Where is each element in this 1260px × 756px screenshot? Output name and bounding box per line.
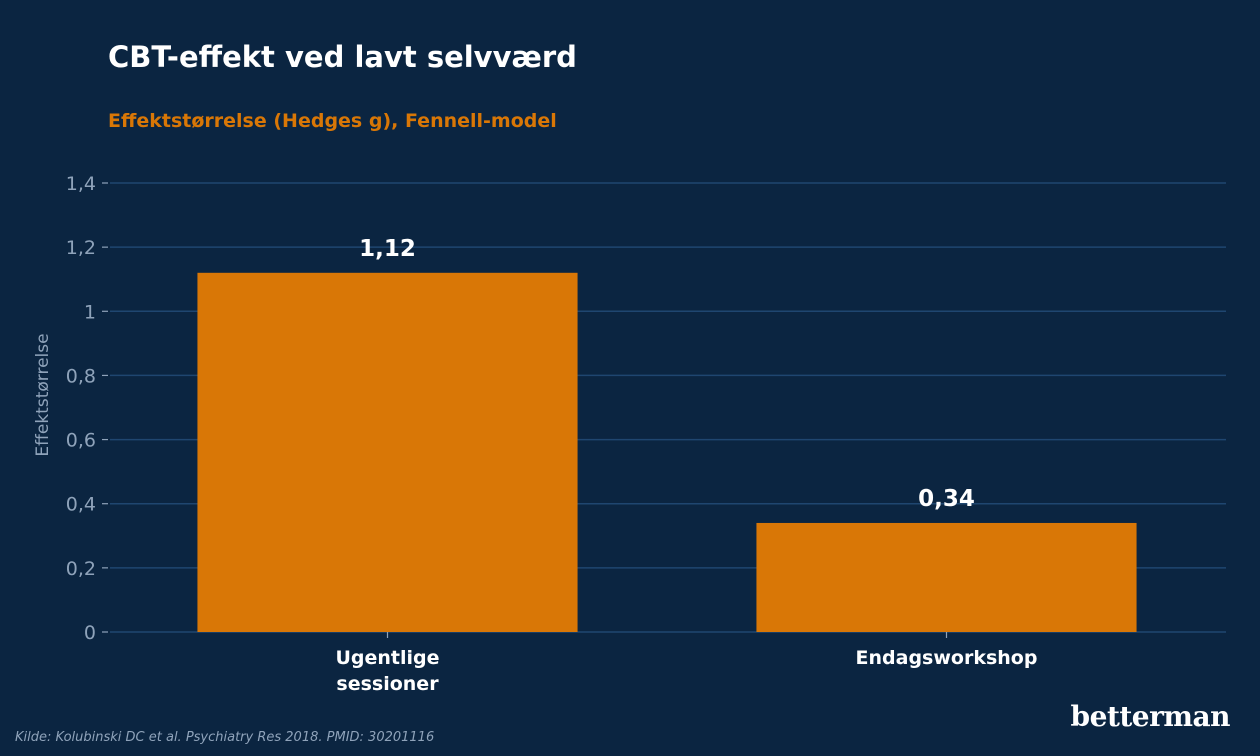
data-label: 1,12 [359, 236, 416, 262]
x-axis-ticks: Ugentlige sessioner Endagsworkshop [335, 632, 1037, 695]
bar [756, 522, 1137, 632]
data-label: 0,34 [918, 486, 975, 512]
y-axis-label: Effektstørrelse [33, 333, 53, 456]
source-citation: Kilde: Kolubinski DC et al. Psychiatry R… [15, 730, 435, 745]
y-tick-label: 0,6 [66, 430, 96, 452]
y-tick-label: 0,4 [66, 494, 96, 516]
y-tick-label: 0,2 [66, 558, 96, 580]
brand-logo: betterman [1070, 700, 1231, 733]
y-tick-label: 0 [84, 622, 96, 644]
chart-title: CBT-effekt ved lavt selvværd [108, 40, 577, 74]
data-labels: 1,12 0,34 [359, 236, 975, 512]
y-tick-label: 0,8 [66, 365, 96, 387]
chart-subtitle: Effektstørrelse (Hedges g), Fennell-mode… [108, 110, 557, 132]
bar [197, 272, 578, 632]
x-tick-label: Endagsworkshop [856, 647, 1038, 669]
y-tick-label: 1,4 [66, 173, 96, 195]
bars [197, 272, 1137, 632]
y-tick-label: 1,2 [66, 237, 96, 259]
y-axis-ticks: 0 0,2 0,4 0,6 0,8 1 1,2 1,4 [66, 173, 108, 644]
y-tick-label: 1 [84, 301, 96, 323]
x-tick-label: Ugentlige sessioner [335, 647, 439, 695]
